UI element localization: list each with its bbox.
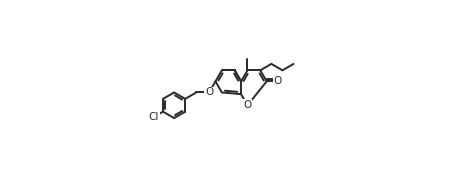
Text: O: O [205,87,213,97]
Text: O: O [274,76,282,86]
Text: O: O [243,100,251,110]
Text: Cl: Cl [148,112,159,122]
